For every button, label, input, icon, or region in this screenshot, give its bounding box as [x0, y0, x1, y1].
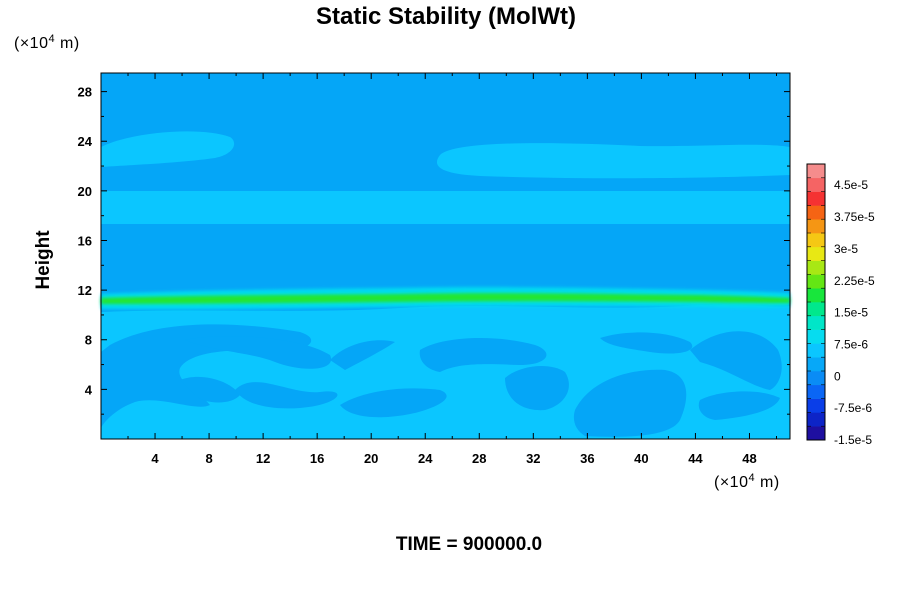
lower-patch: [600, 332, 693, 354]
colorbar-swatch: [807, 315, 825, 330]
upper-stable-layer: [101, 191, 790, 224]
colorbar-swatch: [807, 384, 825, 399]
colorbar-swatch: [807, 302, 825, 317]
lower-patch: [505, 366, 569, 411]
colorbar-swatch: [807, 398, 825, 413]
x-axis-ticks: 4 8 12 16 20 24 28 32 36 40 44 48: [127, 73, 777, 466]
lower-patch: [419, 338, 547, 372]
tropopause-band: [101, 287, 790, 310]
colorbar-swatch: [807, 177, 825, 192]
colorbar-tick-label: 3e-5: [834, 242, 858, 256]
colorbar-swatch: [807, 329, 825, 344]
colorbar-swatch: [807, 412, 825, 427]
lower-patch: [180, 376, 240, 403]
lower-patch: [690, 331, 782, 390]
plot-area: [100, 72, 791, 440]
lower-patch: [185, 336, 332, 369]
y-tick-label: 28: [78, 85, 92, 100]
time-label: TIME = 900000.0: [396, 534, 542, 555]
colorbar-tick-label: 7.5e-6: [834, 337, 868, 351]
x-tick-label: 40: [634, 451, 648, 466]
x-tick-label: 20: [364, 451, 378, 466]
lower-patch: [698, 391, 780, 420]
x-tick-label: 4: [151, 451, 159, 466]
y-tick-label: 12: [78, 283, 92, 298]
y-unit-label: (×104 m): [14, 33, 80, 52]
x-tick-label: 12: [256, 451, 270, 466]
x-tick-label: 28: [472, 451, 486, 466]
colorbar-swatch: [807, 274, 825, 289]
lower-patch: [330, 340, 395, 370]
upper-left-patch: [101, 131, 235, 167]
y-axis-ticks: 4 8 12 16 20 24 28: [78, 85, 790, 415]
tropopause-core: [101, 293, 790, 304]
colorbar-tick-label: 3.75e-5: [834, 210, 875, 224]
y-tick-label: 8: [85, 333, 92, 348]
colorbar-tick-label: -7.5e-6: [834, 401, 872, 415]
x-tick-label: 8: [205, 451, 212, 466]
colorbar-swatch: [807, 260, 825, 275]
colorbar-tick-label: 0: [834, 369, 841, 383]
colorbar-swatch: [807, 343, 825, 358]
colorbar-swatch: [807, 357, 825, 372]
y-tick-label: 16: [78, 233, 92, 248]
y-tick-label: 20: [78, 184, 92, 199]
x-tick-label: 24: [418, 451, 433, 466]
colorbar-swatch: [807, 246, 825, 261]
lower-patch: [235, 382, 338, 409]
lower-patch: [340, 388, 447, 418]
colorbar-swatch: [807, 205, 825, 220]
colorbar-tick-label: 4.5e-5: [834, 178, 868, 192]
chart-title: Static Stability (MolWt): [316, 3, 576, 30]
colorbar-tick-label: 1.5e-5: [834, 306, 868, 320]
colorbar-swatch: [807, 371, 825, 386]
upper-right-patch: [436, 143, 790, 179]
colorbar: 4.5e-5 3.75e-5 3e-5 2.25e-5 1.5e-5 7.5e-6 0 -7.…: [806, 163, 875, 447]
colorbar-swatch: [807, 288, 825, 303]
x-tick-label: 32: [526, 451, 540, 466]
colorbar-tick-label: -1.5e-5: [834, 433, 872, 447]
colorbar-swatch: [807, 219, 825, 234]
lower-dark-patches: [101, 324, 782, 437]
colorbar-swatch: [807, 191, 825, 206]
x-unit-label: (×104 m): [714, 472, 780, 491]
x-tick-label: 48: [742, 451, 756, 466]
y-tick-label: 24: [78, 134, 93, 149]
colorbar-swatch: [807, 164, 825, 179]
y-axis-label: Height: [33, 230, 54, 290]
colorbar-swatch: [807, 426, 825, 441]
x-tick-label: 16: [310, 451, 324, 466]
y-tick-label: 4: [85, 382, 93, 397]
colorbar-frame: [806, 163, 826, 441]
colorbar-swatch: [807, 233, 825, 248]
x-tick-label: 36: [580, 451, 594, 466]
lower-patch: [573, 369, 687, 437]
colorbar-tick-label: 2.25e-5: [834, 274, 875, 288]
x-tick-label: 44: [688, 451, 703, 466]
plot-frame: [100, 72, 791, 440]
